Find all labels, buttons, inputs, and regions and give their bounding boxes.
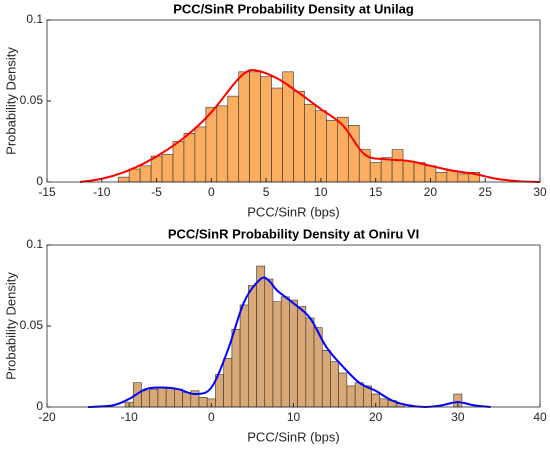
x-tick-label: -15 xyxy=(38,185,56,199)
bar xyxy=(183,133,196,183)
bar xyxy=(216,105,229,183)
y-tick-label: 0 xyxy=(36,399,43,413)
bar xyxy=(413,162,426,183)
bar xyxy=(205,107,218,183)
x-axis-label: PCC/SinR (bps) xyxy=(247,429,339,444)
bar xyxy=(161,154,174,183)
bar xyxy=(330,361,339,408)
chart-title: PCC/SinR Probability Density at Unilag xyxy=(173,1,414,16)
x-tick-label: 0 xyxy=(208,410,215,424)
bar xyxy=(391,149,404,183)
bar xyxy=(260,76,272,183)
bar xyxy=(256,265,266,408)
x-tick-label: 15 xyxy=(369,185,383,199)
bar xyxy=(304,103,316,183)
bar xyxy=(139,165,152,183)
bar xyxy=(289,299,298,408)
chart-title: PCC/SinR Probability Density at Oniru VI xyxy=(168,226,419,241)
bar xyxy=(379,398,389,408)
x-tick-label: 20 xyxy=(369,410,383,424)
bar xyxy=(315,110,327,183)
y-tick-label: 0.05 xyxy=(20,318,44,332)
bar xyxy=(249,71,261,183)
x-tick-label: 10 xyxy=(287,410,301,424)
x-tick-label: 5 xyxy=(263,185,270,199)
x-tick-label: 40 xyxy=(533,410,547,424)
y-tick-label: 0.1 xyxy=(26,12,43,26)
bar xyxy=(402,160,415,183)
bar xyxy=(280,296,290,408)
x-tick-label: 0 xyxy=(208,185,215,199)
bar xyxy=(457,173,470,183)
bar xyxy=(435,171,448,183)
x-tick-label: -10 xyxy=(93,185,111,199)
x-tick-label: 20 xyxy=(424,185,438,199)
bar xyxy=(321,349,331,408)
y-tick-label: 0 xyxy=(36,174,43,188)
bar xyxy=(337,116,349,183)
bar xyxy=(346,385,356,408)
bar xyxy=(194,126,207,183)
bar xyxy=(297,306,307,408)
bar xyxy=(238,71,250,183)
bar xyxy=(248,285,257,408)
bar xyxy=(117,176,130,183)
x-tick-label: -10 xyxy=(120,410,138,424)
bar xyxy=(157,387,167,408)
x-tick-label: 30 xyxy=(533,185,547,199)
y-tick-label: 0.05 xyxy=(20,93,44,107)
bar xyxy=(271,87,283,183)
bar xyxy=(149,388,159,408)
bar xyxy=(172,141,185,183)
x-tick-label: -5 xyxy=(151,185,162,199)
bar xyxy=(239,304,249,408)
y-axis-label: Probability Density xyxy=(3,47,18,155)
bar xyxy=(326,120,338,183)
y-tick-label: 0.1 xyxy=(26,237,43,251)
density-curve xyxy=(79,69,541,183)
bar xyxy=(231,328,241,408)
bar xyxy=(128,168,141,183)
bar xyxy=(141,390,151,408)
x-tick-label: -20 xyxy=(38,410,56,424)
bar xyxy=(446,170,459,183)
y-axis-label: Probability Density xyxy=(3,272,18,380)
bar xyxy=(165,387,175,408)
x-tick-label: 10 xyxy=(314,185,328,199)
bar xyxy=(293,90,305,183)
bar xyxy=(223,358,233,408)
bar xyxy=(182,392,192,408)
bar xyxy=(272,301,282,408)
x-tick-label: 30 xyxy=(451,410,465,424)
bar xyxy=(198,396,208,408)
x-axis-label: PCC/SinR (bps) xyxy=(247,204,339,219)
bar xyxy=(380,157,393,183)
bar xyxy=(305,317,315,408)
bar xyxy=(354,382,364,408)
bar xyxy=(338,372,348,408)
x-tick-label: 25 xyxy=(479,185,493,199)
bar xyxy=(227,95,240,183)
bar xyxy=(174,388,183,408)
bar xyxy=(264,278,274,408)
